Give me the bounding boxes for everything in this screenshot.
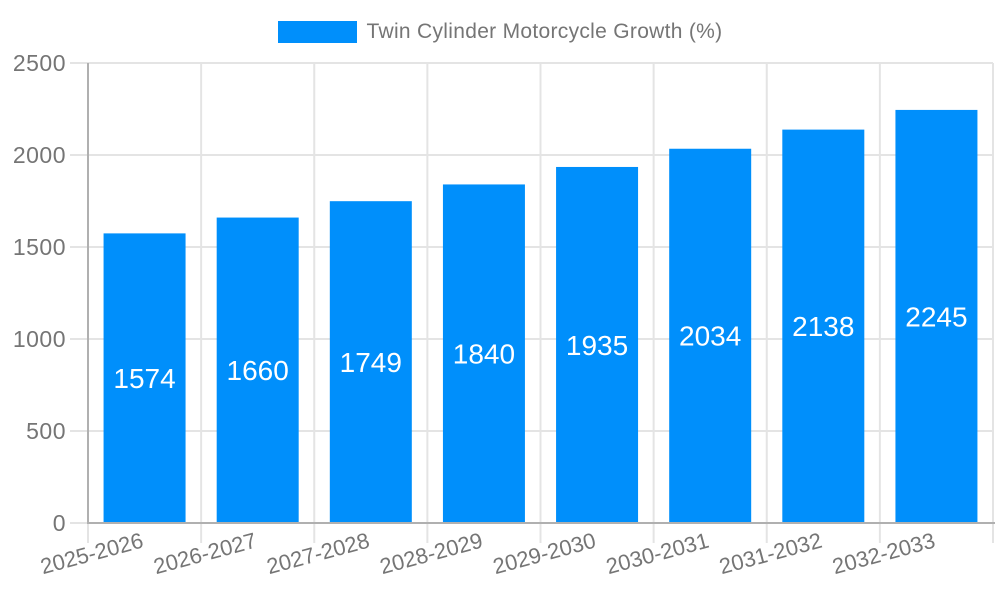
legend-item[interactable]: Twin Cylinder Motorcycle Growth (%) xyxy=(0,17,1000,47)
bar-value-label: 2034 xyxy=(679,321,741,352)
bar-value-label: 2245 xyxy=(905,301,967,332)
bar-value-label: 2138 xyxy=(792,311,854,342)
bar xyxy=(895,109,978,524)
bar xyxy=(329,201,412,523)
x-tick-label: 2029-2030 xyxy=(490,528,598,579)
bar-value-label: 1935 xyxy=(566,330,628,361)
x-tick-label: 2031-2032 xyxy=(717,528,825,579)
bar-value-label: 1749 xyxy=(340,347,402,378)
bar-value-label: 1660 xyxy=(227,355,289,386)
legend-series-label: Twin Cylinder Motorcycle Growth (%) xyxy=(366,20,723,43)
y-tick-label: 1500 xyxy=(13,234,66,260)
bar xyxy=(442,184,525,523)
bar-value-label: 1840 xyxy=(453,339,515,370)
y-tick-label: 2500 xyxy=(13,50,66,76)
x-tick-label: 2026-2027 xyxy=(151,528,259,579)
x-tick-label: 2027-2028 xyxy=(264,528,372,579)
y-tick-label: 0 xyxy=(53,510,66,536)
bar xyxy=(669,148,752,523)
y-tick-label: 1000 xyxy=(13,326,66,352)
bar xyxy=(103,233,186,523)
y-tick-label: 2000 xyxy=(13,142,66,168)
bar xyxy=(556,166,639,523)
bar xyxy=(782,129,865,523)
y-tick-label: 500 xyxy=(26,418,66,444)
x-tick-label: 2030-2031 xyxy=(603,528,711,579)
x-tick-label: 2028-2029 xyxy=(377,528,485,579)
bar-value-label: 1574 xyxy=(113,363,175,394)
x-tick-label: 2032-2033 xyxy=(830,528,938,579)
bar xyxy=(216,217,299,523)
legend-swatch-icon xyxy=(277,21,357,43)
